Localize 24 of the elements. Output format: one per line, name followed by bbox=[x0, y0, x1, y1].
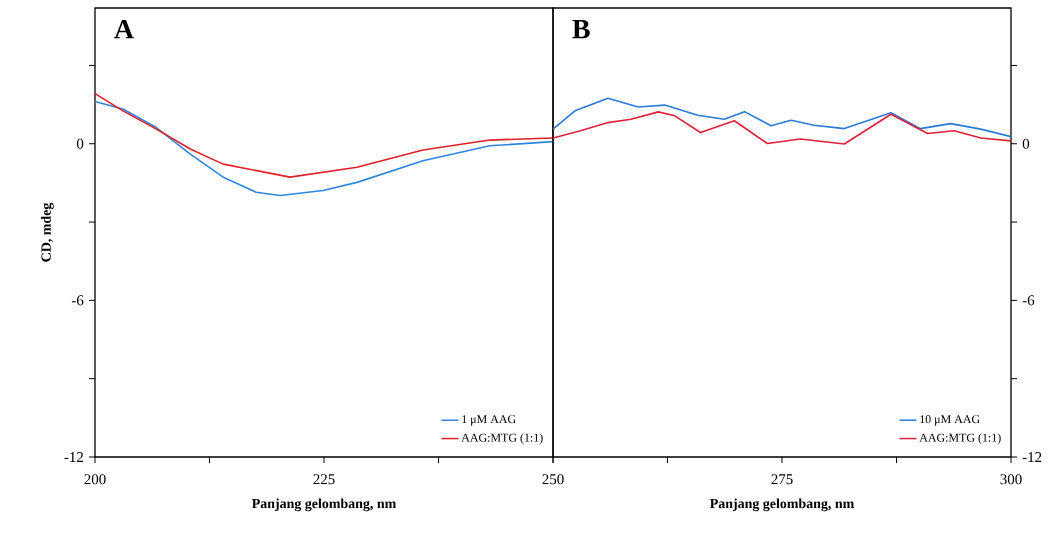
annotation: A bbox=[114, 19, 134, 39]
x-tick-label: 250 bbox=[542, 474, 564, 485]
x-axis-title: Panjang gelombang, nm bbox=[251, 498, 397, 512]
annotation: B bbox=[572, 19, 590, 39]
y-tick-label: -12 bbox=[1022, 452, 1042, 462]
y-tick-label: -6 bbox=[71, 295, 84, 306]
y-tick-label: 0 bbox=[1022, 138, 1030, 149]
x-tick-label: 300 bbox=[1000, 474, 1022, 485]
legend-label: AAG:MTG (1:1) bbox=[919, 433, 1001, 445]
legend-label: AAG:MTG (1:1) bbox=[461, 433, 543, 445]
y-axis-title: CD, mdeg bbox=[40, 202, 54, 262]
line-series bbox=[95, 92, 554, 178]
x-axis-title: Panjang gelombang, nm bbox=[709, 498, 855, 512]
legend-label: 10 μM AAG bbox=[920, 415, 980, 426]
legend-label: 1 μM AAG bbox=[462, 415, 516, 426]
y-tick-label: -12 bbox=[64, 452, 83, 462]
x-tick-label: 275 bbox=[771, 474, 793, 485]
line-series bbox=[553, 97, 1012, 138]
x-tick-label: 225 bbox=[313, 474, 335, 485]
y-tick-label: -6 bbox=[1022, 295, 1035, 306]
x-tick-label: 200 bbox=[84, 474, 106, 485]
line-series bbox=[553, 111, 1012, 145]
line-series bbox=[95, 100, 554, 197]
y-tick-label: 0 bbox=[76, 138, 84, 149]
